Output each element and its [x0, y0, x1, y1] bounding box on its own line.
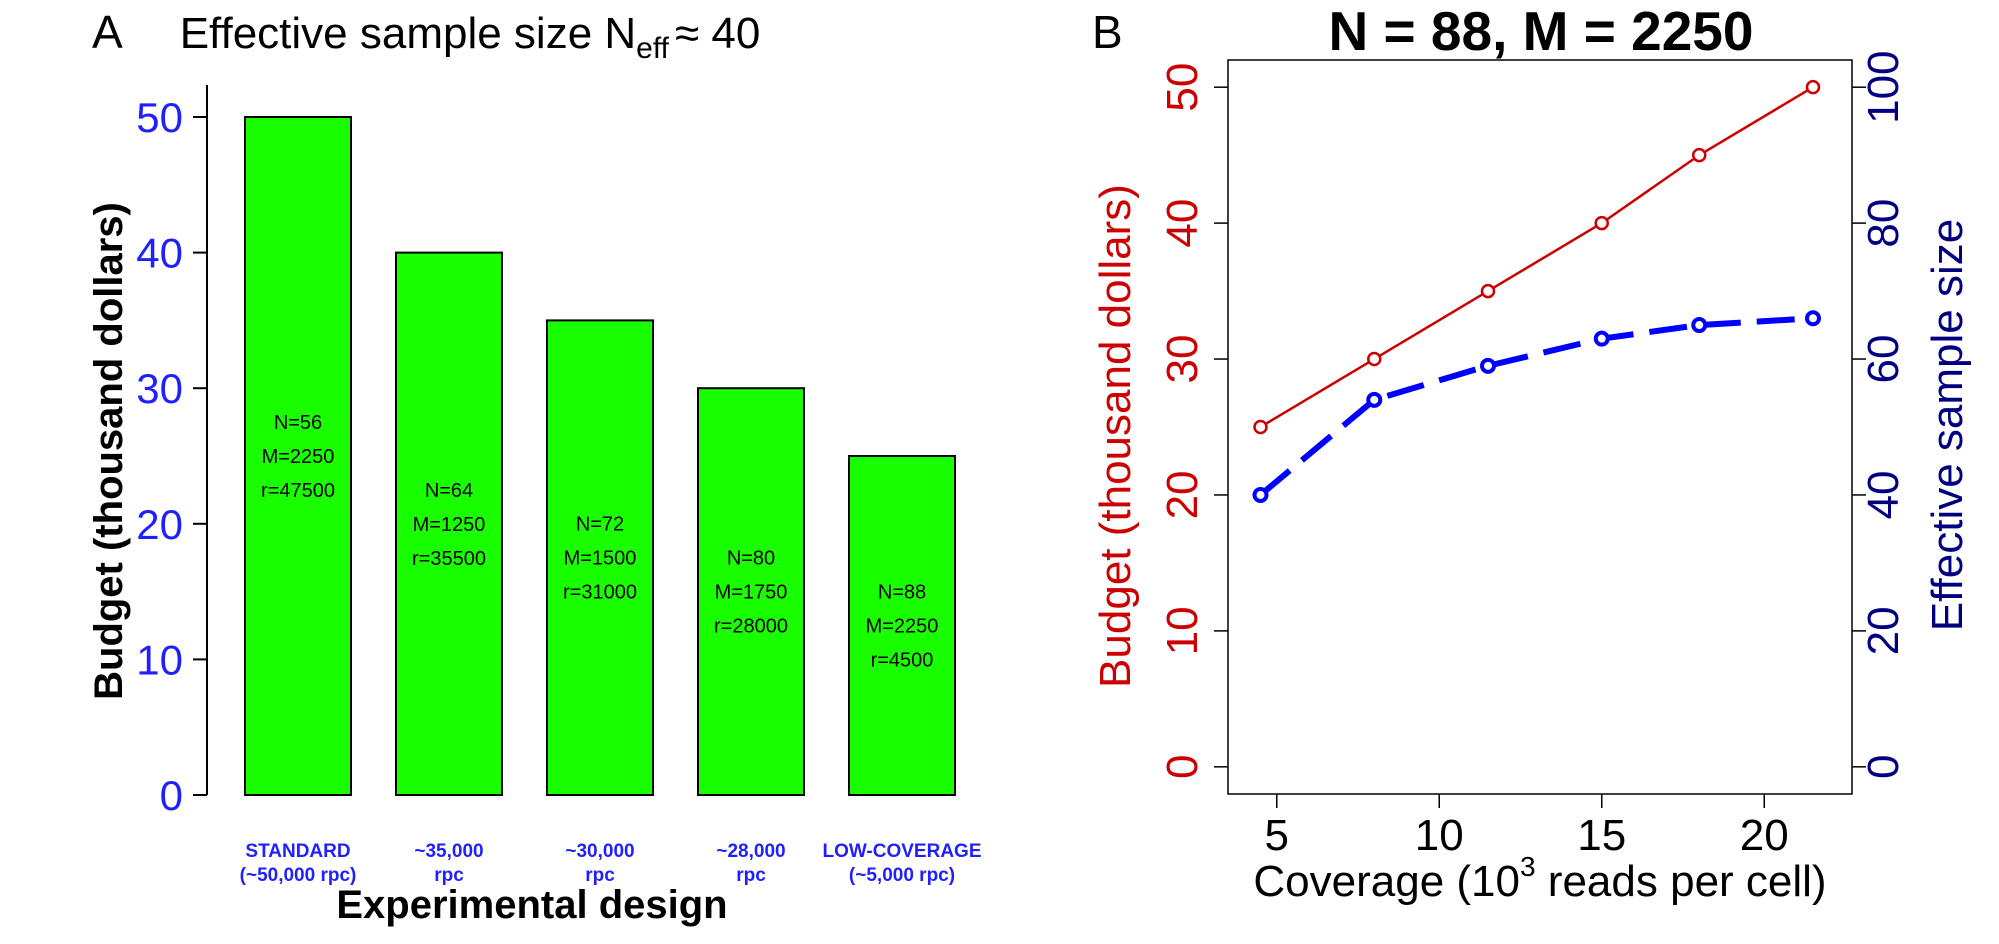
- panel-a-bars: N=56 M=2250 r=47500 N=64 M=1250 r=35500 N=72 M=…: [244, 116, 956, 797]
- panel-b-right-y-axis-label: Effective sample size: [1923, 219, 1972, 631]
- series-2-line: [1258, 315, 1814, 498]
- panel-b-left-y-axis-label: Budget (thousand dollars): [1091, 184, 1140, 688]
- y-tick-label: 40: [136, 230, 183, 277]
- panel-a-title: Effective sample size Neff ≈ 40: [180, 9, 761, 65]
- category-label: LOW-COVERAGE: [822, 841, 981, 862]
- right-y-tick-label: 20: [1859, 606, 1908, 655]
- series-1-point: [1253, 419, 1268, 435]
- bar: [848, 455, 956, 796]
- panel-b-left-y-ticks: 0 10 20 30 40 50: [1158, 63, 1228, 779]
- category-label: ~35,000: [414, 841, 483, 862]
- category-label: ~28,000: [716, 841, 785, 862]
- right-y-tick-label: 60: [1859, 335, 1908, 384]
- panel-b-title: N = 88, M = 2250: [1329, 0, 1754, 62]
- bar-annotation: r=47500: [261, 480, 335, 502]
- series-1-line: [1259, 86, 1814, 429]
- left-y-tick-label: 40: [1158, 199, 1207, 248]
- panel-b-series: [1252, 79, 1821, 503]
- panel-a-y-axis-label: Budget (thousand dollars): [87, 202, 131, 700]
- left-y-tick-label: 0: [1158, 755, 1207, 779]
- bar-annotation: N=56: [274, 412, 322, 434]
- left-y-tick-label: 10: [1158, 606, 1207, 655]
- series-1-point: [1692, 147, 1707, 163]
- bar-annotation: M=1750: [715, 582, 788, 604]
- bar: [244, 116, 352, 796]
- right-y-tick-label: 100: [1859, 50, 1908, 123]
- bar-annotation: N=64: [425, 480, 473, 502]
- series-1-point: [1594, 215, 1609, 231]
- series-2-point: [1366, 391, 1383, 408]
- category-label: STANDARD: [245, 841, 350, 862]
- bar: [546, 319, 654, 796]
- panel-a-category-labels: STANDARD (~50,000 rpc) ~35,000 rpc ~30,000 rp…: [240, 841, 982, 886]
- bar: [395, 251, 503, 797]
- bar: [697, 387, 805, 796]
- left-y-tick-label: 30: [1158, 335, 1207, 384]
- right-y-tick-label: 40: [1859, 470, 1908, 519]
- bar-annotation: N=88: [878, 582, 926, 604]
- category-label: rpc: [736, 865, 766, 886]
- right-y-tick-label: 0: [1859, 755, 1908, 779]
- series-1-point: [1805, 79, 1821, 95]
- left-y-tick-label: 50: [1158, 63, 1207, 112]
- category-label: ~30,000: [565, 841, 634, 862]
- panel-b-line-chart: B N = 88, M = 2250 5 10 15 20 0 10 20 30 40 50 0…: [1091, 0, 1972, 906]
- series-2-point: [1805, 310, 1821, 327]
- x-tick-label: 15: [1577, 811, 1626, 860]
- panel-b-label: B: [1092, 6, 1123, 58]
- bar-annotation: M=2250: [866, 616, 939, 638]
- bar-annotation: r=31000: [563, 582, 637, 604]
- category-label: rpc: [434, 865, 464, 886]
- panel-b-right-y-ticks: 0 20 40 60 80 100: [1852, 50, 1908, 779]
- panel-a-y-ticks: 0 10 20 30 40 50: [136, 94, 207, 819]
- bar-annotation: N=72: [576, 514, 624, 536]
- bar-annotation: M=2250: [262, 446, 335, 468]
- series-2-point: [1691, 317, 1708, 334]
- bar-annotation: r=28000: [714, 616, 788, 638]
- bar-annotation: N=80: [727, 548, 775, 570]
- bar-annotation: M=1500: [564, 548, 637, 570]
- bar-annotation: r=35500: [412, 548, 486, 570]
- panel-a-label: A: [92, 6, 123, 58]
- y-tick-label: 0: [160, 772, 183, 819]
- series-2-point: [1593, 330, 1610, 347]
- series-2-point: [1252, 486, 1269, 503]
- panel-a-bar-chart: A Effective sample size Neff ≈ 40 0 10 20 30…: [87, 6, 982, 927]
- series-2-point: [1480, 357, 1496, 374]
- x-tick-label: 20: [1740, 811, 1789, 860]
- x-tick-label: 10: [1415, 811, 1464, 860]
- series-1-point: [1367, 351, 1382, 367]
- panel-b-x-ticks: 5 10 15 20: [1265, 794, 1789, 860]
- left-y-tick-label: 20: [1158, 470, 1207, 519]
- series-1-point: [1480, 283, 1496, 299]
- panel-a-x-axis-label: Experimental design: [336, 883, 727, 927]
- bar-annotation: r=4500: [871, 650, 934, 672]
- y-tick-label: 20: [136, 501, 183, 548]
- category-label: (~5,000 rpc): [849, 865, 955, 886]
- bar-annotation: M=1250: [413, 514, 486, 536]
- y-tick-label: 30: [136, 365, 183, 412]
- right-y-tick-label: 80: [1859, 199, 1908, 248]
- category-label: rpc: [585, 865, 615, 886]
- y-tick-label: 10: [136, 636, 183, 683]
- panel-b-x-axis-label: Coverage (103 reads per cell): [1253, 851, 1826, 906]
- category-label: (~50,000 rpc): [240, 865, 357, 886]
- x-tick-label: 5: [1265, 811, 1289, 860]
- panel-b-plot-frame: [1227, 59, 1853, 795]
- y-tick-label: 50: [136, 94, 183, 141]
